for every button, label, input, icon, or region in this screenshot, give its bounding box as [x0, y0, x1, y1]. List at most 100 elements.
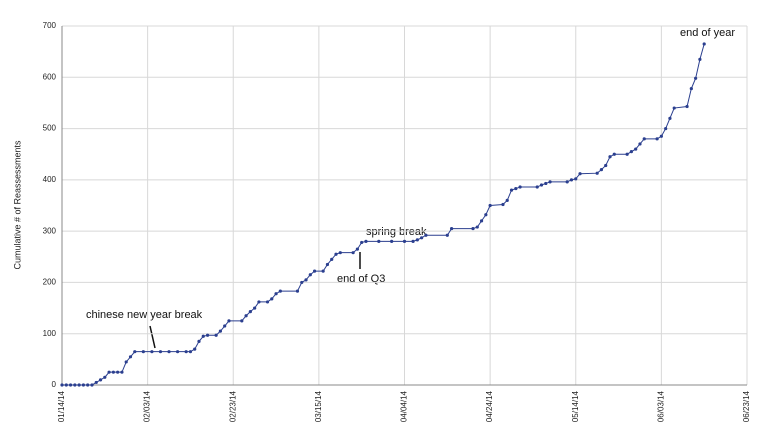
data-point — [94, 380, 98, 385]
data-point — [68, 383, 73, 387]
x-tick-label: 02/03/14 — [143, 390, 152, 422]
data-point — [655, 137, 659, 141]
data-point — [672, 106, 676, 110]
data-point — [574, 177, 578, 181]
data-point — [390, 239, 394, 243]
data-point — [604, 163, 608, 168]
data-point — [578, 172, 582, 176]
data-point — [599, 168, 604, 172]
data-point — [193, 347, 197, 351]
data-point — [116, 370, 120, 374]
data-point — [415, 238, 419, 242]
data-point — [227, 319, 231, 323]
data-point — [544, 181, 548, 186]
data-point — [98, 378, 103, 382]
y-axis-label: Cumulative # of Reassessments — [12, 140, 22, 270]
data-point — [73, 383, 77, 387]
data-point — [612, 152, 616, 156]
annotation: spring break — [366, 226, 427, 238]
data-point — [377, 239, 381, 243]
x-tick-label: 03/15/14 — [314, 390, 323, 422]
x-tick-label: 06/03/14 — [656, 390, 665, 422]
x-tick-label: 06/23/14 — [742, 390, 751, 422]
data-point — [111, 370, 115, 374]
x-tick-label: 02/23/14 — [228, 390, 237, 422]
data-point — [488, 203, 492, 208]
annotation: end of Q3 — [337, 273, 385, 285]
data-point — [338, 251, 342, 255]
data-point — [124, 360, 128, 364]
data-point — [158, 350, 163, 354]
data-point — [334, 252, 338, 256]
data-point — [77, 383, 81, 387]
data-point — [509, 188, 514, 192]
data-point — [518, 185, 522, 189]
annotation: chinese new year break — [86, 309, 203, 321]
data-point — [218, 329, 223, 333]
data-point — [698, 57, 702, 61]
data-point — [295, 289, 300, 293]
annotation: end of year — [680, 27, 735, 39]
data-point — [90, 383, 94, 387]
data-point — [223, 324, 227, 328]
data-point — [471, 226, 475, 231]
data-point — [475, 225, 479, 229]
data-point — [420, 236, 424, 240]
data-point — [364, 239, 368, 243]
data-point — [664, 126, 668, 131]
data-point — [308, 273, 312, 277]
data-point — [565, 180, 569, 184]
data-point — [685, 104, 689, 109]
data-point — [535, 185, 539, 189]
data-point — [244, 314, 248, 318]
y-tick-label: 600 — [43, 72, 57, 81]
data-point — [479, 219, 484, 223]
data-point — [257, 300, 261, 304]
data-point — [86, 383, 90, 387]
data-point — [629, 150, 634, 154]
data-point — [449, 226, 454, 231]
data-point — [330, 257, 334, 261]
data-point — [300, 280, 304, 285]
data-point — [248, 310, 252, 314]
y-tick-label: 700 — [43, 21, 57, 30]
data-point — [107, 370, 111, 374]
data-point — [175, 350, 180, 354]
data-point — [642, 137, 646, 141]
data-point — [484, 213, 488, 217]
data-point — [501, 202, 505, 207]
data-point — [197, 339, 201, 344]
data-point — [638, 142, 642, 146]
data-point — [702, 42, 706, 46]
data-point — [659, 134, 663, 138]
y-tick-label: 100 — [43, 329, 57, 338]
data-point — [270, 297, 274, 301]
x-tick-label: 05/14/14 — [571, 390, 580, 422]
annotation-pointer — [149, 325, 156, 349]
data-point — [402, 239, 407, 243]
data-point — [214, 333, 218, 337]
y-tick-label: 0 — [52, 380, 57, 389]
y-tick-label: 400 — [43, 175, 57, 184]
data-point — [355, 247, 360, 251]
data-point — [445, 233, 449, 237]
data-point — [167, 350, 171, 354]
data-point — [411, 239, 415, 243]
y-tick-label: 300 — [43, 226, 57, 235]
data-point — [668, 116, 672, 120]
data-point — [128, 355, 133, 359]
data-point — [60, 383, 64, 387]
data-point — [278, 289, 282, 293]
data-point — [514, 186, 518, 191]
data-point — [120, 370, 124, 374]
data-point — [325, 262, 330, 267]
data-point — [188, 350, 193, 354]
data-point — [205, 333, 210, 337]
data-point — [689, 86, 693, 91]
x-tick-label: 01/14/14 — [57, 390, 66, 422]
data-point — [569, 178, 574, 182]
data-point — [150, 350, 154, 354]
data-point — [253, 306, 257, 310]
data-point — [351, 251, 355, 255]
